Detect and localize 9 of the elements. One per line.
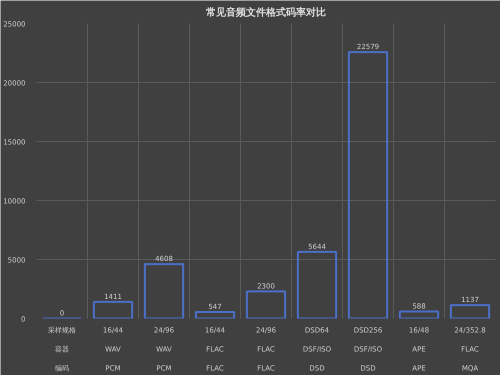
bar xyxy=(348,51,388,318)
bar xyxy=(194,311,236,318)
bar xyxy=(398,310,440,318)
bar xyxy=(450,304,490,318)
bar xyxy=(296,250,338,318)
bar xyxy=(246,290,286,318)
bar xyxy=(92,300,134,318)
chart-title: 常见音频文件格式码率对比 xyxy=(206,6,326,18)
bar xyxy=(144,263,184,318)
